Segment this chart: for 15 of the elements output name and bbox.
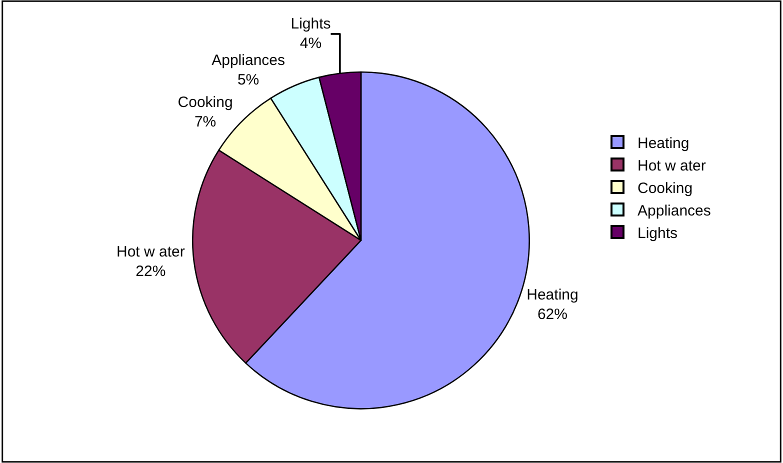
slice-label: Cooking — [178, 94, 233, 111]
legend-label: Cooking — [638, 180, 693, 197]
slice-label: Lights — [290, 16, 331, 33]
legend-label: Lights — [638, 224, 678, 242]
data-label: 62% — [537, 306, 568, 324]
legend-label: Heating — [638, 134, 690, 152]
slice-label: Heating — [526, 286, 578, 304]
legend-label: Hot w ater — [638, 157, 706, 174]
data-label: 22% — [136, 262, 166, 280]
data-label: 7% — [194, 113, 216, 130]
slice-label: Hot w ater — [116, 243, 185, 260]
legend-label: Appliances — [638, 202, 711, 220]
slice-label: Appliances — [212, 52, 285, 70]
data-label: 4% — [300, 35, 322, 52]
data-label: 5% — [237, 72, 260, 89]
